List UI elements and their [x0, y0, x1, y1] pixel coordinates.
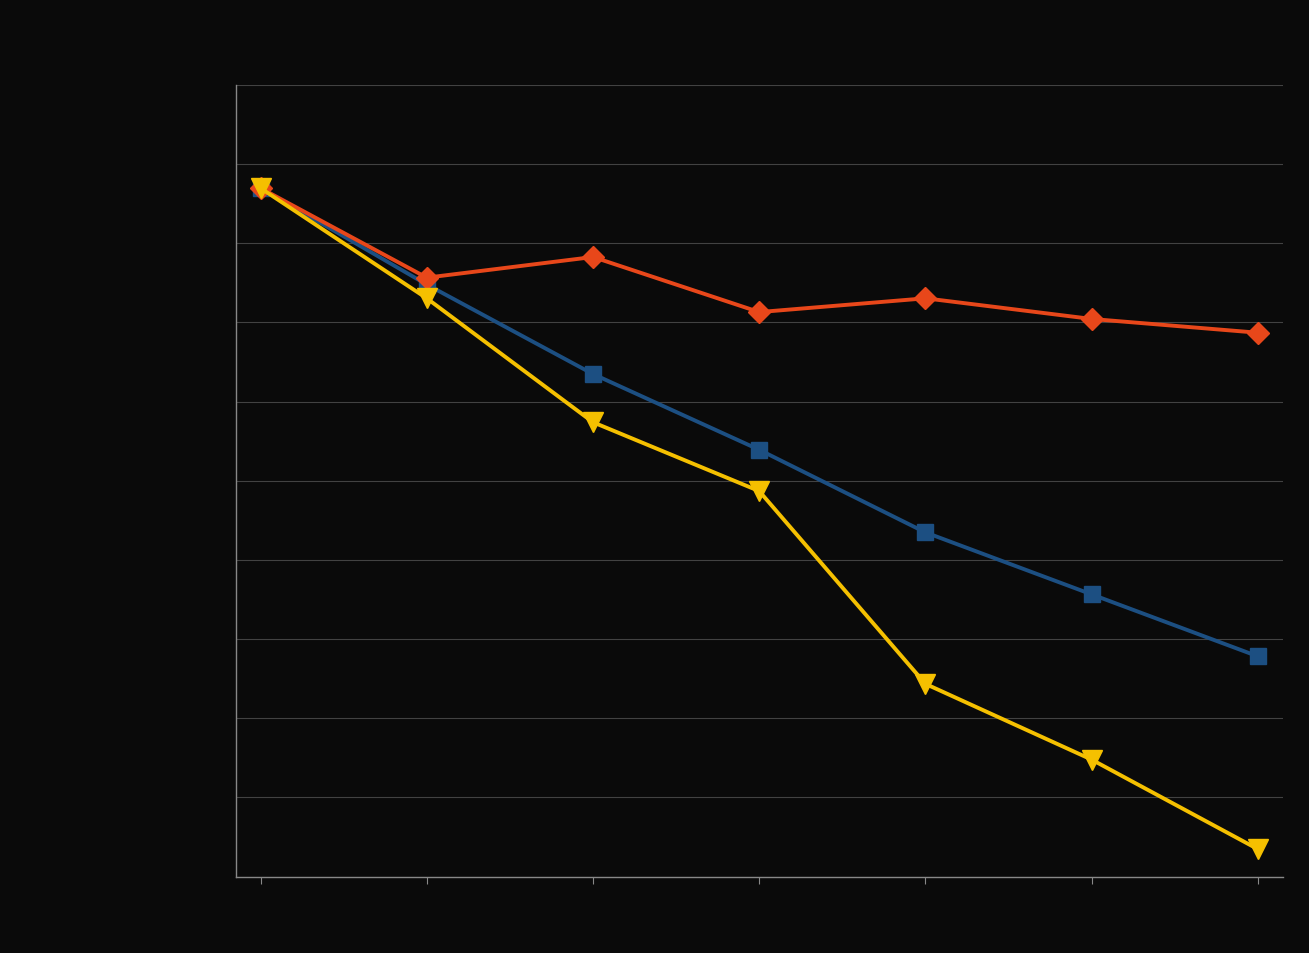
- red: [918, 294, 933, 305]
- red: [751, 307, 767, 318]
- red: [253, 183, 268, 194]
- blue: [918, 527, 933, 538]
- Line: red: red: [253, 181, 1266, 341]
- yellow: [1250, 843, 1266, 855]
- Line: yellow: yellow: [251, 179, 1267, 859]
- red: [1084, 314, 1100, 325]
- red: [419, 273, 435, 284]
- blue: [419, 279, 435, 291]
- yellow: [253, 183, 268, 194]
- blue: [1250, 651, 1266, 662]
- Line: blue: blue: [253, 181, 1266, 664]
- yellow: [1084, 754, 1100, 765]
- blue: [1084, 589, 1100, 600]
- red: [1250, 328, 1266, 339]
- yellow: [419, 294, 435, 305]
- blue: [253, 183, 268, 194]
- yellow: [918, 679, 933, 690]
- yellow: [751, 486, 767, 497]
- red: [585, 252, 601, 263]
- blue: [585, 369, 601, 380]
- blue: [751, 445, 767, 456]
- yellow: [585, 417, 601, 429]
